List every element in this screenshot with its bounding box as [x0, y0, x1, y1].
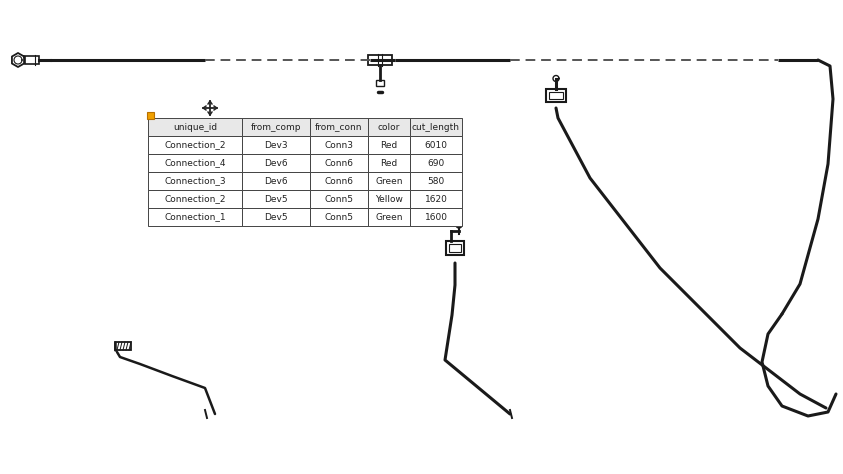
Text: Conn6: Conn6	[325, 176, 353, 185]
Bar	[310, 172, 368, 190]
Text: from_comp: from_comp	[250, 122, 301, 131]
Bar	[446, 241, 464, 255]
Bar	[410, 190, 462, 208]
Bar	[25, 56, 39, 64]
Text: Connection_4: Connection_4	[164, 158, 226, 167]
Text: Dev6: Dev6	[264, 176, 287, 185]
Text: Connection_3: Connection_3	[164, 176, 226, 185]
Text: Yellow: Yellow	[375, 194, 403, 203]
Bar	[242, 154, 310, 172]
Bar	[242, 172, 310, 190]
Bar	[368, 190, 410, 208]
Bar	[242, 118, 310, 136]
Bar	[310, 190, 368, 208]
Text: Dev5: Dev5	[264, 212, 287, 221]
Bar	[368, 208, 410, 226]
Text: Dev3: Dev3	[264, 140, 287, 149]
Text: 6010: 6010	[425, 140, 448, 149]
Bar	[410, 136, 462, 154]
Bar	[546, 89, 566, 101]
Bar	[449, 244, 461, 252]
Bar	[310, 136, 368, 154]
Text: Red: Red	[380, 140, 398, 149]
Bar	[376, 80, 384, 86]
Text: color: color	[378, 122, 400, 131]
Text: cut_length: cut_length	[412, 122, 460, 131]
Circle shape	[456, 222, 462, 228]
Bar	[410, 208, 462, 226]
Text: unique_id: unique_id	[173, 122, 217, 131]
Bar	[410, 154, 462, 172]
Bar	[310, 118, 368, 136]
Bar	[148, 136, 242, 154]
Text: Conn3: Conn3	[325, 140, 353, 149]
Bar	[115, 342, 131, 350]
Text: 690: 690	[427, 158, 444, 167]
Text: 580: 580	[427, 176, 444, 185]
Bar	[549, 91, 563, 99]
Text: from_conn: from_conn	[315, 122, 362, 131]
Text: Red: Red	[380, 158, 398, 167]
Bar	[368, 55, 392, 65]
Text: 1600: 1600	[425, 212, 448, 221]
Text: Dev5: Dev5	[264, 194, 287, 203]
Text: Dev6: Dev6	[264, 158, 287, 167]
Text: Connection_2: Connection_2	[164, 194, 226, 203]
Bar	[147, 112, 154, 119]
Bar	[148, 190, 242, 208]
Bar	[242, 190, 310, 208]
Text: Connection_2: Connection_2	[164, 140, 226, 149]
Text: 1620: 1620	[425, 194, 448, 203]
Bar	[148, 208, 242, 226]
Bar	[368, 154, 410, 172]
Bar	[148, 154, 242, 172]
Bar	[368, 136, 410, 154]
Bar	[410, 172, 462, 190]
Text: Connection_1: Connection_1	[164, 212, 226, 221]
Bar	[368, 172, 410, 190]
Text: Green: Green	[375, 176, 403, 185]
Bar	[242, 136, 310, 154]
Text: Conn5: Conn5	[325, 194, 353, 203]
Bar	[148, 172, 242, 190]
Bar	[148, 118, 242, 136]
Bar	[310, 208, 368, 226]
Text: Conn6: Conn6	[325, 158, 353, 167]
Bar	[310, 154, 368, 172]
Text: Green: Green	[375, 212, 403, 221]
Bar	[242, 208, 310, 226]
Bar	[368, 118, 410, 136]
Bar	[410, 118, 462, 136]
Text: Conn5: Conn5	[325, 212, 353, 221]
